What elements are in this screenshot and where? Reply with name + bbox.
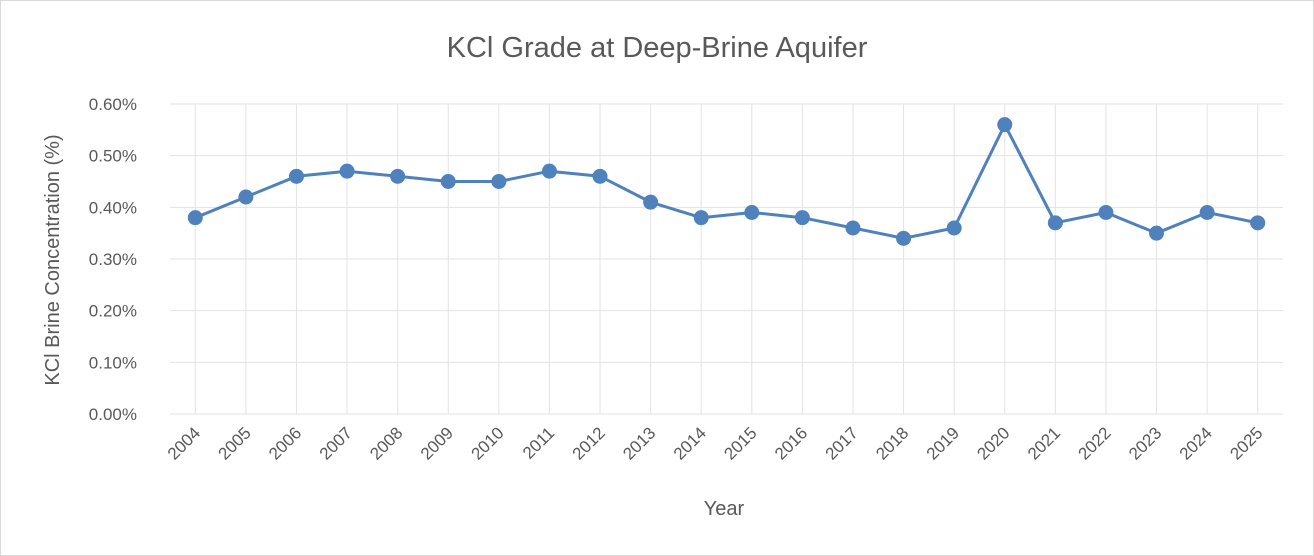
x-tick-label: 2018 xyxy=(872,423,912,463)
data-point-2013[interactable] xyxy=(643,194,659,210)
x-tick-label: 2016 xyxy=(771,423,811,463)
x-tick-label: 2015 xyxy=(720,423,760,463)
y-tick-label: 0.40% xyxy=(89,198,137,217)
x-tick-label: 2012 xyxy=(569,423,609,463)
data-point-2025[interactable] xyxy=(1250,215,1266,231)
y-tick-label: 0.00% xyxy=(89,405,137,424)
x-tick-label: 2022 xyxy=(1075,423,1115,463)
x-tick-label: 2017 xyxy=(822,423,862,463)
y-tick-label: 0.20% xyxy=(89,302,137,321)
data-point-2010[interactable] xyxy=(491,174,507,189)
x-tick-label: 2007 xyxy=(316,423,356,463)
series-line xyxy=(194,123,1258,240)
data-point-2016[interactable] xyxy=(794,210,810,226)
series-layer xyxy=(187,117,1266,246)
data-point-2014[interactable] xyxy=(693,210,709,226)
y-axis-title: KCl Brine Concentration (%) xyxy=(42,134,64,385)
x-tick-label: 2020 xyxy=(973,423,1013,463)
y-tick-label: 0.60% xyxy=(89,95,137,114)
x-tick-label: 2013 xyxy=(619,423,659,463)
x-tick-label: 2004 xyxy=(164,423,204,463)
x-tick-label: 2021 xyxy=(1024,423,1064,463)
data-point-2012[interactable] xyxy=(592,168,608,184)
data-point-2015[interactable] xyxy=(744,205,760,220)
x-tick-label: 2019 xyxy=(923,423,963,463)
x-tick-label: 2009 xyxy=(417,423,457,463)
x-tick-label: 2005 xyxy=(215,423,255,463)
x-tick-label: 2025 xyxy=(1226,423,1266,463)
chart-title: KCl Grade at Deep-Brine Aquifer xyxy=(447,32,868,64)
data-point-2020[interactable] xyxy=(997,117,1013,133)
y-tick-label: 0.30% xyxy=(89,250,137,269)
data-point-2024[interactable] xyxy=(1199,205,1215,220)
data-point-2008[interactable] xyxy=(390,168,406,184)
data-point-2007[interactable] xyxy=(339,163,355,179)
data-point-2022[interactable] xyxy=(1098,205,1114,220)
data-point-2023[interactable] xyxy=(1149,225,1165,241)
y-tick-label: 0.10% xyxy=(89,353,137,372)
data-point-2017[interactable] xyxy=(845,220,861,236)
data-point-2006[interactable] xyxy=(288,168,304,184)
data-point-2011[interactable] xyxy=(541,163,557,179)
data-point-2018[interactable] xyxy=(896,230,912,246)
x-tick-label: 2008 xyxy=(366,423,406,463)
data-point-2021[interactable] xyxy=(1047,215,1063,231)
y-tick-label: 0.50% xyxy=(89,147,137,166)
data-point-2005[interactable] xyxy=(238,189,254,205)
x-tick-label: 2023 xyxy=(1125,423,1165,463)
x-axis-title: Year xyxy=(704,498,745,520)
y-axis-ticks: 0.00% 0.10% 0.20% 0.30% 0.40% 0.50% 0.60% xyxy=(89,95,137,424)
x-tick-label: 2014 xyxy=(670,423,710,463)
data-point-2004[interactable] xyxy=(187,210,203,226)
x-tick-label: 2010 xyxy=(467,423,507,463)
x-tick-label: 2011 xyxy=(519,423,558,462)
data-point-2019[interactable] xyxy=(946,220,962,236)
data-point-2009[interactable] xyxy=(440,174,456,189)
x-tick-label: 2006 xyxy=(265,423,305,463)
gridlines xyxy=(170,103,1283,415)
x-tick-label: 2024 xyxy=(1176,423,1216,463)
x-axis-ticks: 2004 2005 2006 2007 2008 2009 2010 2011 2012 2013… xyxy=(164,423,1267,463)
